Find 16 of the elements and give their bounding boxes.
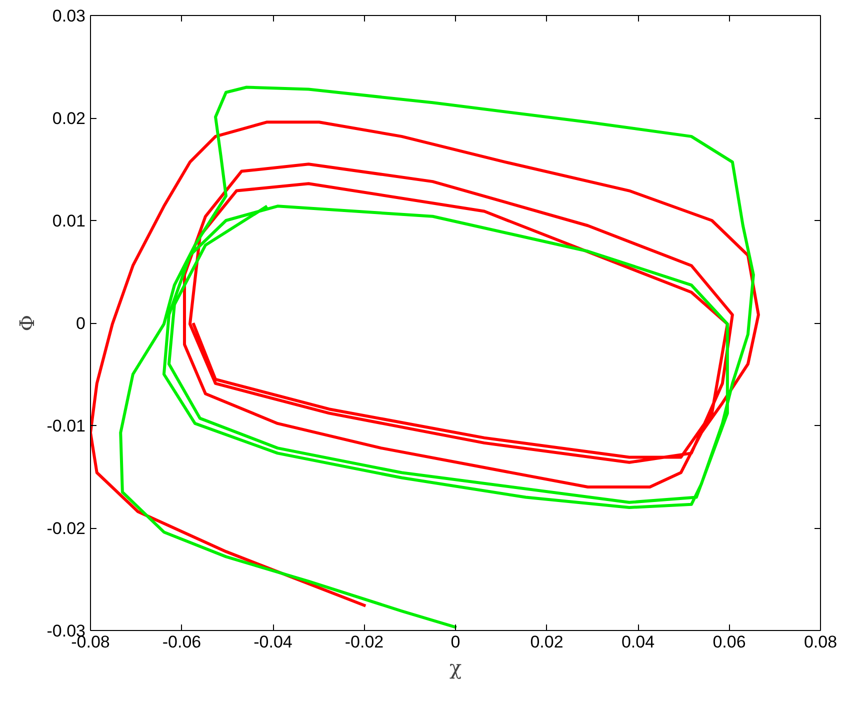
x-tick-label: -0.02 (344, 632, 384, 652)
y-tick-label: 0 (76, 314, 86, 333)
x-tick-label: 0.06 (712, 632, 746, 652)
y-tick-label: 0.02 (52, 109, 86, 128)
y-tick-label: 0.01 (52, 212, 86, 230)
x-tick-label: 0.04 (621, 632, 655, 652)
y-tick-label: -0.01 (46, 416, 86, 436)
x-tick-label: 0.08 (804, 632, 838, 652)
y-axis-title: Φ (14, 314, 39, 332)
y-tick-label: -0.02 (46, 519, 86, 538)
x-axis-title: χ (449, 656, 462, 680)
x-tick-label: 0 (450, 632, 460, 652)
x-tick-label: 0.02 (530, 632, 564, 652)
y-tick-label: 0.03 (52, 6, 86, 26)
x-tick-label: -0.04 (254, 632, 292, 652)
x-tick-label: -0.06 (162, 632, 202, 652)
